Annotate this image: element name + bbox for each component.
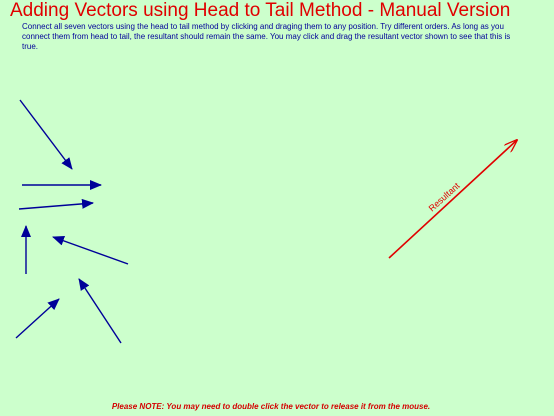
page-title: Adding Vectors using Head to Tail Method…	[10, 0, 511, 21]
vector-6[interactable]	[15, 298, 60, 339]
vector-7[interactable]	[78, 278, 122, 344]
vector-5[interactable]	[52, 236, 129, 265]
instructions-text: Connect all seven vectors using the head…	[22, 22, 511, 51]
resultant-vector[interactable]	[388, 140, 517, 259]
resultant-label: Resultant	[427, 180, 462, 213]
vector-3[interactable]	[18, 198, 94, 210]
note-text: Please NOTE: You may need to double clic…	[111, 402, 431, 411]
vector-1[interactable]	[19, 99, 73, 170]
